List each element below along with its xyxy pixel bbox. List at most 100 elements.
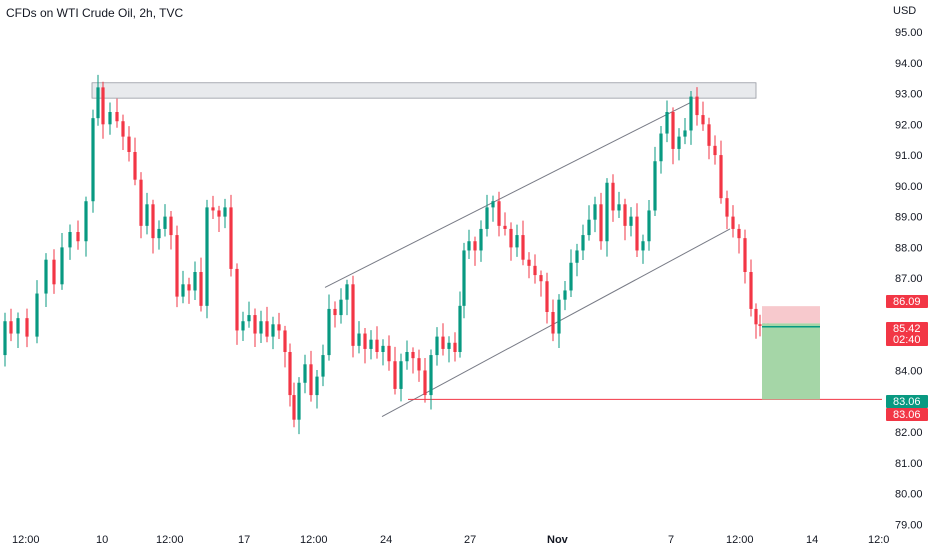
candle[interactable]: [527, 252, 531, 279]
candle[interactable]: [223, 198, 227, 229]
candle[interactable]: [575, 243, 579, 277]
candle[interactable]: [217, 205, 221, 232]
candle[interactable]: [605, 178, 609, 257]
candle[interactable]: [623, 198, 627, 241]
candle[interactable]: [557, 294, 561, 348]
candle[interactable]: [211, 195, 215, 219]
candle[interactable]: [357, 321, 361, 354]
candle[interactable]: [587, 205, 591, 241]
candle[interactable]: [441, 323, 445, 356]
candle[interactable]: [515, 224, 519, 257]
candle[interactable]: [521, 220, 525, 266]
candle[interactable]: [617, 191, 621, 219]
candle[interactable]: [91, 109, 95, 213]
candle[interactable]: [641, 234, 645, 264]
candle[interactable]: [653, 146, 657, 217]
candle[interactable]: [569, 249, 573, 298]
candle[interactable]: [719, 140, 723, 204]
candle[interactable]: [405, 340, 409, 370]
candle[interactable]: [453, 332, 457, 362]
candle[interactable]: [16, 312, 20, 348]
candle[interactable]: [479, 220, 483, 262]
candle[interactable]: [133, 137, 137, 186]
resistance-zone[interactable]: [91, 82, 757, 99]
candle[interactable]: [447, 336, 451, 363]
candle[interactable]: [327, 294, 331, 361]
candle[interactable]: [241, 311, 245, 341]
candle[interactable]: [423, 358, 427, 403]
channel-lower-line[interactable]: [381, 228, 731, 418]
candle[interactable]: [713, 135, 717, 165]
candle[interactable]: [84, 196, 88, 257]
candle[interactable]: [707, 117, 711, 160]
take-profit-zone[interactable]: [762, 323, 820, 400]
candle[interactable]: [169, 211, 173, 250]
candle[interactable]: [473, 236, 477, 266]
candle[interactable]: [271, 316, 275, 350]
candle[interactable]: [253, 308, 257, 347]
candle[interactable]: [303, 354, 307, 394]
candle[interactable]: [665, 100, 669, 143]
candle[interactable]: [563, 280, 567, 311]
candle[interactable]: [539, 270, 543, 297]
candle[interactable]: [309, 350, 313, 402]
candle[interactable]: [259, 310, 263, 344]
candle[interactable]: [3, 312, 7, 367]
candle[interactable]: [321, 344, 325, 387]
candle[interactable]: [175, 225, 179, 308]
candle[interactable]: [743, 229, 747, 284]
candle[interactable]: [671, 107, 675, 165]
candle[interactable]: [205, 199, 209, 319]
candle[interactable]: [509, 222, 513, 261]
candle[interactable]: [139, 172, 143, 239]
candle[interactable]: [375, 326, 379, 359]
candle[interactable]: [235, 263, 239, 345]
candle[interactable]: [381, 339, 385, 366]
candle[interactable]: [551, 299, 555, 342]
candle[interactable]: [689, 91, 693, 145]
candle[interactable]: [545, 272, 549, 324]
candle[interactable]: [108, 102, 112, 135]
candle[interactable]: [683, 118, 687, 145]
candle[interactable]: [121, 114, 125, 151]
candle[interactable]: [199, 257, 203, 312]
candle[interactable]: [9, 308, 13, 342]
candle[interactable]: [677, 128, 681, 161]
candle[interactable]: [229, 194, 233, 277]
candle[interactable]: [181, 270, 185, 304]
candle[interactable]: [725, 190, 729, 230]
candle[interactable]: [333, 301, 337, 328]
candle[interactable]: [701, 101, 705, 131]
candle[interactable]: [115, 98, 119, 128]
candle[interactable]: [629, 207, 633, 237]
candle[interactable]: [193, 261, 197, 300]
candle[interactable]: [292, 382, 296, 428]
candle[interactable]: [288, 343, 292, 407]
candle[interactable]: [315, 370, 319, 409]
candle[interactable]: [399, 353, 403, 402]
candle[interactable]: [283, 325, 287, 368]
candle[interactable]: [393, 346, 397, 395]
candle[interactable]: [351, 275, 355, 358]
candle[interactable]: [145, 192, 149, 235]
candle[interactable]: [96, 74, 100, 126]
candle[interactable]: [635, 203, 639, 258]
candle[interactable]: [485, 194, 489, 237]
candle[interactable]: [277, 312, 281, 339]
candle[interactable]: [101, 81, 105, 139]
candle[interactable]: [758, 314, 762, 337]
candle[interactable]: [533, 254, 537, 284]
candle[interactable]: [247, 301, 251, 328]
candle[interactable]: [369, 330, 373, 360]
candle[interactable]: [467, 229, 471, 259]
candle[interactable]: [339, 288, 343, 324]
candle[interactable]: [731, 205, 735, 238]
candle[interactable]: [599, 192, 603, 250]
candle[interactable]: [659, 125, 663, 174]
candle[interactable]: [491, 195, 495, 222]
candle[interactable]: [387, 335, 391, 371]
stop-loss-zone[interactable]: [762, 306, 820, 324]
candle[interactable]: [68, 224, 72, 260]
candle[interactable]: [435, 327, 439, 366]
